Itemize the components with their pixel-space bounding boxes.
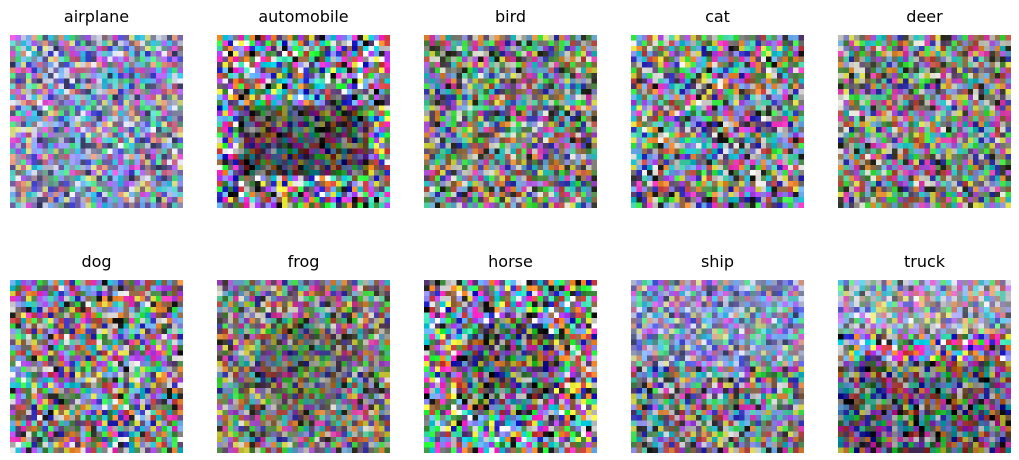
noise-image (424, 280, 597, 453)
noise-image (217, 280, 390, 453)
panel-title: dog (81, 252, 112, 271)
panel-title: bird (494, 7, 527, 26)
noise-image (631, 35, 804, 208)
panel-title: airplane (63, 7, 130, 26)
panel-title: frog (287, 252, 320, 271)
noise-image (838, 35, 1011, 208)
noise-image (10, 35, 183, 208)
noise-image (631, 280, 804, 453)
panel-title: ship (700, 252, 735, 271)
panel-title: deer (906, 7, 943, 26)
panel-title: cat (705, 7, 730, 26)
noise-image (217, 35, 390, 208)
noise-image (10, 280, 183, 453)
noise-image (424, 35, 597, 208)
noise-image (838, 280, 1011, 453)
panel-title: truck (903, 252, 946, 271)
panel-title: automobile (258, 7, 349, 26)
panel-title: horse (488, 252, 533, 271)
